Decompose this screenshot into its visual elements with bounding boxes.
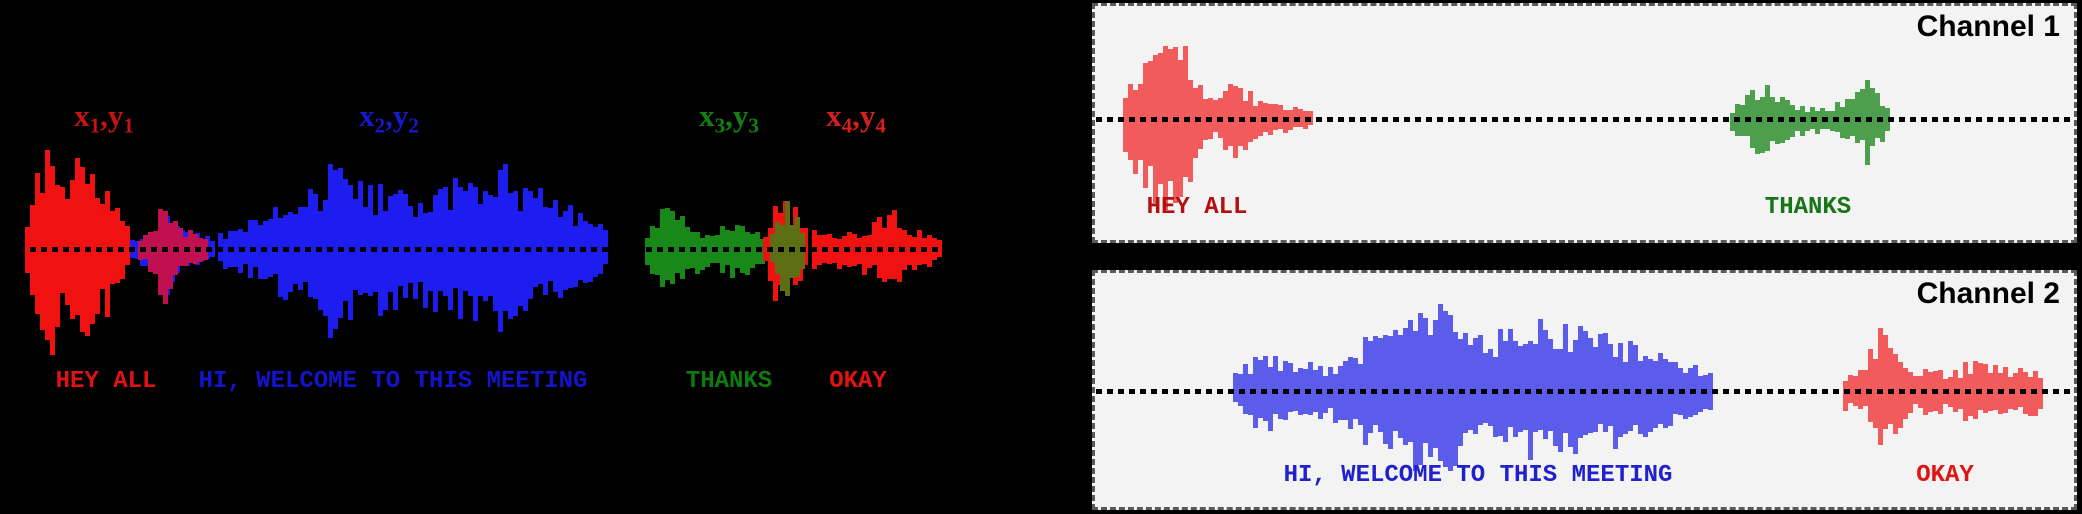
segment-label-x4y4: x4,y4 [826, 98, 886, 138]
mixture-transcript-hey-all: HEY ALL [55, 368, 157, 395]
mixture-transcript-thanks: THANKS [685, 368, 773, 395]
mixture-transcript-okay: OKAY [829, 368, 887, 395]
segment-label-x3y3: x3,y3 [699, 98, 759, 138]
channel2-title: Channel 2 [1916, 277, 2060, 310]
channel1-transcript-thanks: THANKS [1764, 194, 1852, 221]
segment-label-x1y1: x1,y1 [74, 98, 134, 138]
mixture-transcript-welcome: HI, WELCOME TO THIS MEETING [198, 368, 588, 395]
channel1-transcript-hey-all: HEY ALL [1146, 194, 1248, 221]
channel2-baseline [1096, 389, 2074, 394]
channel2-transcript-welcome: HI, WELCOME TO THIS MEETING [1283, 462, 1673, 489]
channel1-baseline [1096, 117, 2074, 122]
mixture-baseline [8, 247, 952, 252]
channel1-title: Channel 1 [1916, 10, 2060, 43]
channel2-transcript-okay: OKAY [1916, 462, 1974, 489]
segment-label-x2y2: x2,y2 [359, 98, 419, 138]
